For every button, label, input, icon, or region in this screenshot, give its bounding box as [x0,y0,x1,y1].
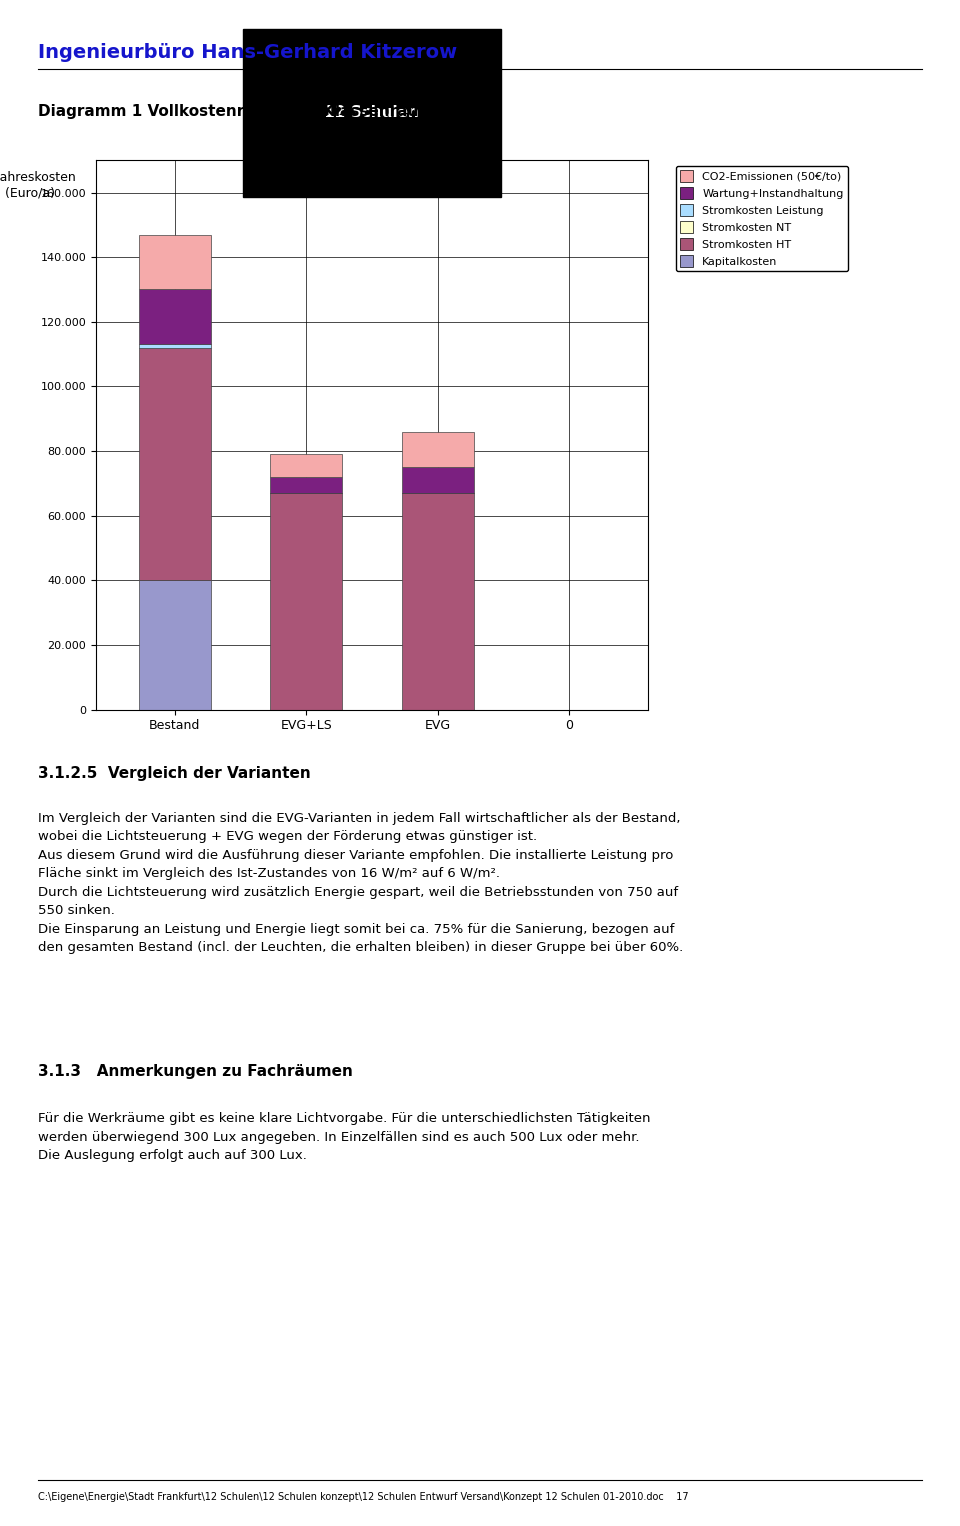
Text: 12 Schulen: 12 Schulen [320,105,424,121]
Bar [138,290,211,345]
Legend: CO2-Emissionen (50€/to), Wartung+Instandhaltung, Stromkosten Leistung, Stromkost: CO2-Emissionen (50€/to), Wartung+Instand… [676,166,848,272]
Bar [138,580,211,710]
Bar [138,345,211,348]
Bar [270,455,343,478]
Bar [138,235,211,290]
Bar [401,493,474,710]
Bar [401,467,474,493]
Text: C:\Eigene\Energie\Stadt Frankfurt\12 Schulen\12 Schulen konzept\12 Schulen Entwu: C:\Eigene\Energie\Stadt Frankfurt\12 Sch… [38,1492,689,1503]
Bar [270,493,343,710]
Text: Jahreskosten
  (Euro/a): Jahreskosten (Euro/a) [0,171,77,200]
Text: 3.1.3   Anmerkungen zu Fachräumen: 3.1.3 Anmerkungen zu Fachräumen [38,1064,353,1079]
Bar [270,478,343,493]
Text: Diagramm 1 Vollkostenrechnung Klassenräume: Diagramm 1 Vollkostenrechnung Klassenräu… [38,104,445,119]
Text: Für die Werkräume gibt es keine klare Lichtvorgabe. Für die unterschiedlichsten : Für die Werkräume gibt es keine klare Li… [38,1112,651,1163]
Bar [401,432,474,467]
Text: 3.1.2.5  Vergleich der Varianten: 3.1.2.5 Vergleich der Varianten [38,766,311,781]
Bar [138,348,211,580]
Text: Ingenieurbüro Hans-Gerhard Kitzerow: Ingenieurbüro Hans-Gerhard Kitzerow [38,43,458,61]
Text: Im Vergleich der Varianten sind die EVG-Varianten in jedem Fall wirtschaftlicher: Im Vergleich der Varianten sind die EVG-… [38,812,684,954]
